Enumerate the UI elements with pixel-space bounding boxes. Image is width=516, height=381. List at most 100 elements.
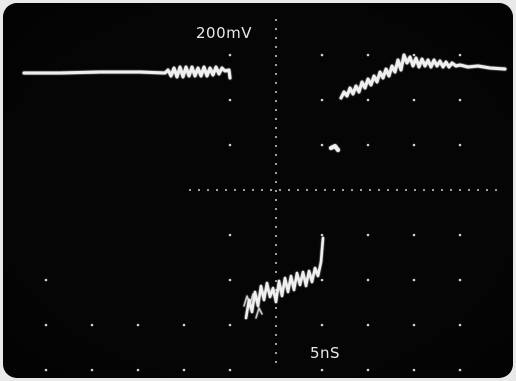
graticule-axis-dot: [275, 226, 277, 228]
graticule-axis-dot: [396, 189, 398, 191]
graticule-division-dot: [367, 324, 370, 327]
graticule-axis-dot: [275, 55, 277, 57]
graticule-axis-dot: [333, 189, 335, 191]
graticule-axis-dot: [342, 189, 344, 191]
graticule-axis-dot: [275, 217, 277, 219]
graticule-division-dot: [183, 324, 186, 327]
graticule-axis-dot: [279, 189, 281, 191]
graticule-axis-dot: [315, 189, 317, 191]
graticule-axis-dot: [275, 307, 277, 309]
graticule-division-dot: [229, 99, 232, 102]
graticule-division-dot: [413, 234, 416, 237]
graticule-axis-dot: [275, 91, 277, 93]
graticule-division-dot: [413, 324, 416, 327]
graticule-axis-dot: [275, 316, 277, 318]
graticule-axis-dot: [450, 189, 452, 191]
graticule-division-dot: [91, 369, 94, 372]
graticule-axis-dot: [252, 189, 254, 191]
graticule-axis-dot: [207, 189, 209, 191]
graticule-axis-dot: [275, 352, 277, 354]
graticule-axis-dot: [275, 208, 277, 210]
graticule-axis-dot: [441, 189, 443, 191]
graticule-division-dot: [321, 54, 324, 57]
graticule-axis-dot: [189, 189, 191, 191]
graticule-division-dot: [367, 54, 370, 57]
graticule-axis-dot: [275, 190, 277, 192]
graticule-axis-dot: [477, 189, 479, 191]
graticule-axis-dot: [275, 163, 277, 165]
graticule-division-dot: [91, 324, 94, 327]
graticule-axis-dot: [495, 189, 497, 191]
graticule-division-dot: [229, 234, 232, 237]
graticule-axis-dot: [261, 189, 263, 191]
graticule-division-dot: [413, 54, 416, 57]
graticule-division-dot: [367, 144, 370, 147]
graticule-division-dot: [321, 279, 324, 282]
graticule-division-dot: [321, 99, 324, 102]
graticule-axis-dot: [275, 19, 277, 21]
graticule-axis-dot: [275, 118, 277, 120]
graticule-axis-dot: [275, 235, 277, 237]
graticule-axis-dot: [270, 189, 272, 191]
graticule-axis-dot: [275, 199, 277, 201]
graticule-division-dot: [229, 54, 232, 57]
graticule-division-dot: [459, 234, 462, 237]
graticule-axis-dot: [275, 280, 277, 282]
graticule-axis-dot: [275, 136, 277, 138]
graticule-division-dot: [413, 99, 416, 102]
graticule-division-dot: [321, 369, 324, 372]
graticule-axis-dot: [243, 189, 245, 191]
graticule-axis-dot: [275, 253, 277, 255]
graticule-axis-dot: [275, 82, 277, 84]
graticule-axis-dot: [297, 189, 299, 191]
graticule-division-dot: [137, 324, 140, 327]
graticule-division-dot: [321, 324, 324, 327]
graticule-axis-dot: [275, 172, 277, 174]
graticule-axis-dot: [275, 343, 277, 345]
graticule-axis-dot: [198, 189, 200, 191]
graticule-axis-dot: [360, 189, 362, 191]
graticule-axis-dot: [275, 28, 277, 30]
vertical-scale-label: 200mV: [196, 24, 252, 42]
graticule-axis-dot: [275, 64, 277, 66]
graticule-division-dot: [413, 369, 416, 372]
graticule-axis-dot: [225, 189, 227, 191]
graticule-axis-dot: [275, 127, 277, 129]
graticule-axis-dot: [369, 189, 371, 191]
graticule-division-dot: [45, 279, 48, 282]
graticule-axis-dot: [275, 271, 277, 273]
graticule-axis-dot: [414, 189, 416, 191]
screen-vignette: [3, 3, 513, 378]
graticule-axis-dot: [405, 189, 407, 191]
graticule-division-dot: [459, 279, 462, 282]
graticule-division-dot: [321, 144, 324, 147]
graticule-division-dot: [367, 234, 370, 237]
time-scale-label: 5nS: [310, 344, 340, 362]
graticule-division-dot: [45, 324, 48, 327]
graticule-axis-dot: [275, 154, 277, 156]
graticule-axis-dot: [423, 189, 425, 191]
graticule-axis-dot: [468, 189, 470, 191]
graticule-axis-dot: [459, 189, 461, 191]
graticule-axis-dot: [275, 145, 277, 147]
graticule-division-dot: [229, 279, 232, 282]
graticule-division-dot: [229, 369, 232, 372]
graticule-division-dot: [137, 369, 140, 372]
graticule-division-dot: [229, 144, 232, 147]
graticule-division-dot: [367, 99, 370, 102]
graticule-division-dot: [459, 369, 462, 372]
graticule-axis-dot: [275, 262, 277, 264]
graticule-division-dot: [459, 144, 462, 147]
graticule-axis-dot: [234, 189, 236, 191]
graticule-division-dot: [459, 54, 462, 57]
graticule-axis-dot: [432, 189, 434, 191]
graticule-axis-dot: [275, 181, 277, 183]
graticule-axis-dot: [275, 46, 277, 48]
graticule-division-dot: [459, 324, 462, 327]
graticule-axis-dot: [275, 325, 277, 327]
graticule-division-dot: [413, 144, 416, 147]
graticule-division-dot: [229, 324, 232, 327]
graticule-axis-dot: [275, 73, 277, 75]
graticule-axis-dot: [275, 109, 277, 111]
graticule-axis-dot: [275, 334, 277, 336]
